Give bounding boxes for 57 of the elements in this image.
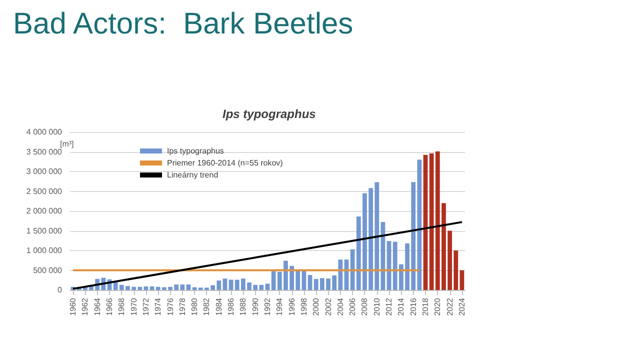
x-tick-label: 2008 (360, 297, 370, 316)
x-tick-label: 2002 (324, 297, 333, 316)
y-tick-label: 4 000 000 (26, 128, 63, 136)
bar (308, 274, 312, 290)
y-tick-label: 3 500 000 (26, 147, 63, 156)
x-tick-label: 1964 (92, 297, 102, 316)
x-tick-label: 1996 (287, 297, 296, 316)
bar (423, 154, 428, 290)
bar (460, 270, 464, 290)
x-tick-label: 2014 (396, 297, 406, 316)
x-tick-label: 1978 (178, 297, 187, 316)
y-tick-label: 2 000 000 (26, 206, 63, 216)
y-tick-label: 1 500 000 (26, 226, 63, 236)
y-axis-title: [m³] (60, 140, 74, 148)
y-tick-label: 3 000 000 (26, 167, 63, 176)
y-tick-label: 2 500 000 (26, 186, 63, 196)
x-tick-label: 1970 (129, 297, 138, 316)
x-tick-label: 2010 (372, 297, 382, 316)
x-tick-label: 1994 (275, 297, 284, 316)
x-tick-label: 1988 (238, 297, 248, 316)
x-tick-label: 1986 (226, 297, 236, 316)
x-tick-label: 1972 (141, 297, 150, 316)
x-tick-label: 2006 (348, 297, 358, 316)
y-tick-label: 0 (58, 286, 63, 294)
x-tick-label: 2016 (408, 297, 418, 316)
x-tick-label: 1960 (68, 297, 78, 316)
x-tick-label: 1982 (202, 297, 212, 316)
bar (228, 280, 234, 290)
x-tick-label: 2000 (312, 297, 321, 316)
chart-title: Bad Actors: Bark Beetles (13, 8, 354, 40)
chart-subtitle: Ips typographus (222, 107, 316, 121)
y-tick-label: 500 000 (33, 266, 63, 275)
bar (265, 284, 270, 290)
legend-label: Lineárny trend (167, 170, 218, 180)
legend-label: Ips typographus (167, 146, 224, 156)
y-tick-label: 1 000 000 (26, 246, 63, 255)
bar (150, 286, 154, 290)
x-tick-label: 1980 (190, 297, 200, 316)
x-tick-label: 1990 (250, 297, 260, 316)
x-tick-label: 1976 (166, 297, 175, 316)
x-tick-label: 1974 (154, 297, 163, 316)
bar (186, 284, 191, 290)
x-tick-label: 1966 (105, 297, 114, 316)
x-tick-label: 2024 (457, 297, 466, 316)
x-tick-label: 2022 (445, 297, 454, 316)
bar (222, 278, 228, 290)
x-tick-label: 2004 (336, 297, 345, 316)
x-tick-label: 1962 (80, 297, 90, 316)
x-tick-label: 1984 (214, 297, 224, 316)
x-tick-label: 1968 (117, 297, 126, 316)
x-tick-label: 1992 (263, 297, 272, 316)
x-tick-label: 2018 (421, 297, 430, 316)
bar (144, 286, 148, 290)
x-tick-label: 2020 (433, 297, 442, 316)
x-tick-label: 2012 (384, 297, 394, 316)
legend-label: Priemer 1960-2014 (n=55 rokov) (167, 158, 284, 168)
x-tick-label: 1998 (299, 297, 308, 316)
